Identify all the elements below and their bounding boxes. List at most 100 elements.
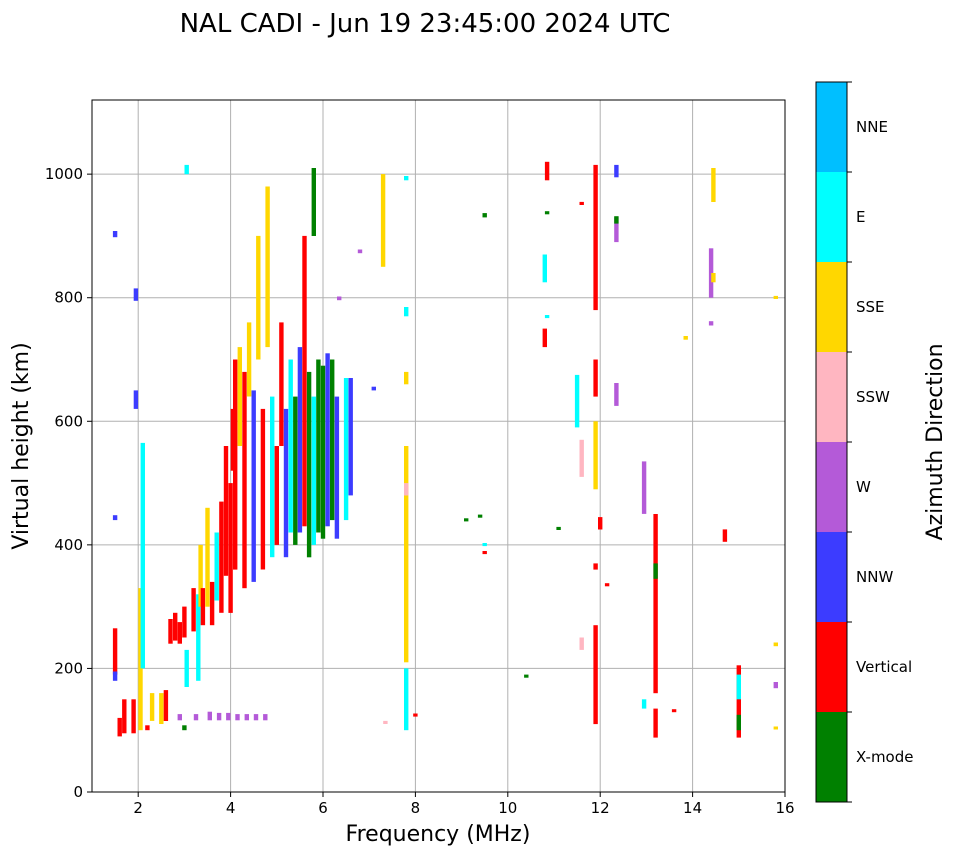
echo-segment-nnw [614, 164, 619, 178]
echo-segment-nnw [297, 347, 303, 533]
echo-segment-vertical [230, 408, 236, 471]
echo-segment-ssw [579, 637, 584, 650]
echo-segment-e [343, 378, 349, 521]
echo-segment-w [641, 461, 647, 514]
echo-segment-vertical [542, 328, 547, 348]
x-tick-label: 14 [683, 799, 702, 817]
echo-segment-vertical [579, 201, 584, 205]
echo-segment-sse [683, 336, 688, 340]
echo-segment-x-mode [556, 526, 561, 530]
colorbar-label: X-mode [856, 748, 913, 766]
echo-segment-e [288, 359, 293, 533]
y-tick-label: 200 [54, 659, 83, 677]
echo-segment-e [574, 374, 580, 428]
echo-segment-w [708, 248, 714, 298]
echo-segment-x-mode [330, 359, 335, 521]
echo-segment-nnw [371, 386, 376, 391]
echo-segment-e [214, 532, 219, 601]
echo-segment-vertical [117, 717, 122, 737]
colorbar-label: Vertical [856, 658, 912, 676]
echo-segment-sse [773, 295, 778, 299]
echo-segment-vertical [302, 235, 307, 527]
echo-segment-nnw [112, 515, 118, 521]
echo-segment-w [177, 714, 182, 721]
echo-segment-vertical [233, 359, 238, 570]
x-tick-label: 12 [591, 799, 610, 817]
echo-segment-w [773, 682, 778, 689]
colorbar-label: NNW [856, 568, 893, 586]
echo-segment-vertical [482, 551, 487, 555]
echo-segment-sse [159, 693, 164, 724]
echo-segment-e [196, 594, 201, 681]
echo-segment-nnw [112, 671, 118, 681]
echo-segment-sse [198, 544, 203, 607]
echo-segment-vertical [191, 588, 196, 632]
echo-segment-x-mode [482, 213, 487, 218]
echo-segment-sse [265, 186, 270, 348]
colorbar-label: SSE [856, 298, 885, 316]
echo-segment-vertical [209, 581, 215, 626]
echo-segment-nnw [283, 408, 289, 558]
data-marks [112, 161, 778, 738]
x-tick-label: 2 [133, 799, 143, 817]
echo-segment-vertical [228, 483, 233, 613]
colorbar-title: Azimuth Direction [923, 343, 948, 540]
plot-frame [91, 99, 786, 793]
echo-segment-vertical [593, 625, 598, 725]
echo-segment-vertical [219, 501, 224, 613]
echo-segment-vertical [413, 713, 418, 717]
echo-segment-vertical [279, 322, 284, 446]
y-tick-label: 1000 [45, 165, 83, 183]
chart-title: NAL CADI - Jun 19 23:45:00 2024 UTC [180, 9, 671, 39]
x-axis: 2 4 6 8 10 12 14 16 [133, 792, 795, 817]
echo-segment-e [140, 442, 145, 669]
echo-segment-vertical [671, 709, 677, 713]
echo-segment-sse [138, 588, 143, 731]
echo-segment-nnw [133, 288, 139, 301]
colorbar-swatch-w [816, 442, 847, 532]
echo-segment-vertical [182, 606, 187, 638]
echo-segment-vertical [593, 563, 598, 570]
echo-segment-x-mode [464, 518, 469, 522]
echo-segment-w [337, 296, 342, 301]
echo-segment-sse [149, 693, 155, 721]
y-tick-label: 400 [54, 536, 83, 554]
echo-segment-sse [593, 421, 598, 490]
echo-segment-e [736, 674, 741, 700]
colorbar-swatch-nnw [816, 532, 847, 622]
echo-segment-w [193, 714, 199, 721]
colorbar-swatch-e [816, 172, 847, 262]
echo-segment-w [708, 321, 714, 326]
plot-area [91, 99, 786, 793]
colorbar-swatch-nne [816, 82, 847, 172]
echo-segment-sse [711, 273, 716, 283]
echo-segment-e [404, 176, 409, 181]
echo-segment-e [184, 649, 189, 687]
echo-segment-e [184, 164, 189, 175]
echo-segment-x-mode [320, 365, 326, 539]
x-axis-label: Frequency (MHz) [346, 822, 531, 847]
echo-segment-x-mode [524, 674, 529, 678]
echo-segment-vertical [653, 514, 658, 694]
echo-segment-x-mode [316, 359, 321, 533]
echo-segment-w [226, 712, 231, 721]
colorbar-label: NNE [856, 118, 888, 136]
echo-segment-sse [237, 347, 242, 446]
echo-segment-vertical [145, 725, 150, 731]
echo-segment-vertical [274, 446, 279, 545]
colorbar-label: W [856, 478, 871, 496]
echo-segment-vertical [122, 699, 127, 734]
echo-segment-vertical [242, 371, 247, 589]
echo-segment-w [235, 714, 240, 721]
x-tick-label: 10 [498, 799, 517, 817]
y-tick-label: 800 [54, 289, 83, 307]
echo-segment-nnw [325, 353, 330, 527]
echo-segment-vertical [260, 408, 266, 570]
echo-segment-x-mode [477, 514, 483, 518]
echo-segment-w [614, 217, 619, 243]
echo-segment-sse [256, 235, 261, 360]
echo-segment-vertical [598, 517, 603, 530]
echo-segment-sse [773, 642, 778, 647]
echo-segment-x-mode [614, 216, 619, 224]
echo-segment-nnw [348, 378, 353, 496]
